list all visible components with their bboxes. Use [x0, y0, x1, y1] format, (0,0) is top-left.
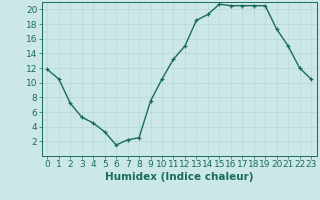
- X-axis label: Humidex (Indice chaleur): Humidex (Indice chaleur): [105, 172, 253, 182]
